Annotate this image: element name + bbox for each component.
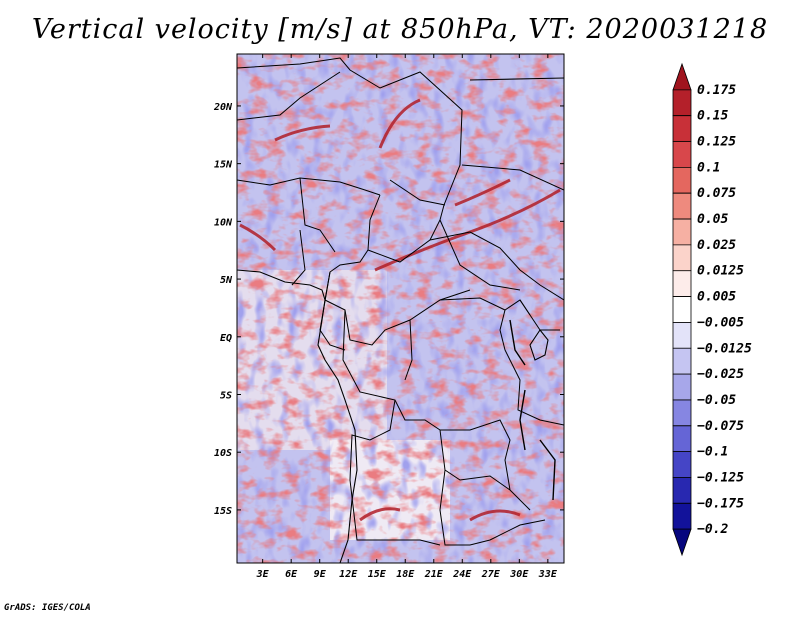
chart-title: Vertical velocity [m/s] at 850hPa, VT: 2… (31, 14, 769, 45)
colorbar-label: 0.075 (697, 186, 736, 201)
colorbar-label: −0.2 (697, 522, 728, 537)
colorbar-swatch (672, 270, 692, 297)
x-tick-label: 21E (424, 569, 444, 580)
coastline (237, 77, 564, 563)
x-tick-label: 24E (452, 569, 472, 580)
plot-frame (236, 53, 565, 564)
colorbar-label: 0.0125 (697, 264, 744, 279)
y-tick-label: 15N (214, 160, 233, 171)
colorbar-swatch (672, 115, 692, 142)
y-tick-label: EQ (220, 333, 232, 344)
colorbar-swatch (672, 244, 692, 272)
colorbar-label: −0.025 (697, 367, 744, 382)
y-tick-label: 15S (214, 506, 232, 517)
colorbar-swatch (672, 477, 692, 504)
colorbar: 0.175 0.15 0.125 0.1 0.075 0.05 0.025 0.0125 0.0… (672, 62, 752, 557)
colorbar-label: −0.175 (697, 496, 744, 511)
colorbar-label: 0.15 (697, 109, 728, 124)
colorbar-swatch (672, 399, 692, 427)
x-tick-label: 6E (285, 569, 298, 580)
colorbar-swatch (672, 347, 692, 375)
y-axis: 20N 15N 10N 5N EQ 5S 10S 15S (213, 102, 564, 517)
colorbar-label: −0.0125 (697, 341, 752, 356)
x-tick-label: 33E (538, 569, 558, 580)
colorbar-label: −0.125 (697, 470, 744, 485)
y-tick-label: 5N (220, 275, 233, 286)
y-tick-label: 20N (213, 102, 233, 113)
colorbar-swatch (672, 166, 692, 194)
country-borders (237, 57, 564, 546)
colorbar-swatch (672, 192, 692, 220)
colorbar-swatch (672, 89, 692, 117)
colorbar-label: 0.1 (697, 160, 720, 175)
y-tick-label: 10N (214, 217, 233, 228)
colorbar-swatch (672, 502, 692, 530)
velocity-field (237, 54, 564, 563)
x-tick-label: 3E (256, 569, 270, 580)
y-tick-label: 10S (214, 448, 232, 459)
grads-credit: GrADS: IGES/COLA (4, 603, 91, 613)
colorbar-swatch (672, 528, 692, 557)
colorbar-label: −0.005 (697, 315, 744, 330)
colorbar-swatch (672, 425, 692, 453)
colorbar-label: 0.025 (697, 238, 736, 253)
colorbar-label: 0.175 (697, 83, 736, 98)
colorbar-swatch (672, 62, 692, 91)
colorbar-label: −0.1 (697, 445, 728, 460)
colorbar-label: −0.05 (697, 393, 736, 408)
colorbar-swatch (672, 296, 692, 323)
colorbar-label: −0.075 (697, 419, 744, 434)
x-tick-label: 27E (481, 569, 501, 580)
colorbar-swatch (672, 373, 692, 401)
colorbar-swatch (672, 451, 692, 478)
colorbar-label: 0.05 (697, 212, 728, 227)
x-tick-label: 15E (368, 569, 387, 580)
y-tick-label: 5S (220, 390, 232, 401)
x-tick-label: 12E (339, 569, 358, 580)
x-tick-label: 30E (509, 569, 529, 580)
x-tick-label: 18E (396, 569, 415, 580)
colorbar-swatch (672, 218, 692, 246)
x-tick-label: 9E (314, 569, 327, 580)
x-axis: 3E 6E 9E 12E 15E 18E 21E 24E 27E 30E 33E (256, 54, 558, 580)
colorbar-label: 0.005 (697, 290, 736, 305)
colorbar-swatch (672, 322, 692, 349)
colorbar-swatch (672, 141, 692, 168)
colorbar-label: 0.125 (697, 135, 736, 150)
